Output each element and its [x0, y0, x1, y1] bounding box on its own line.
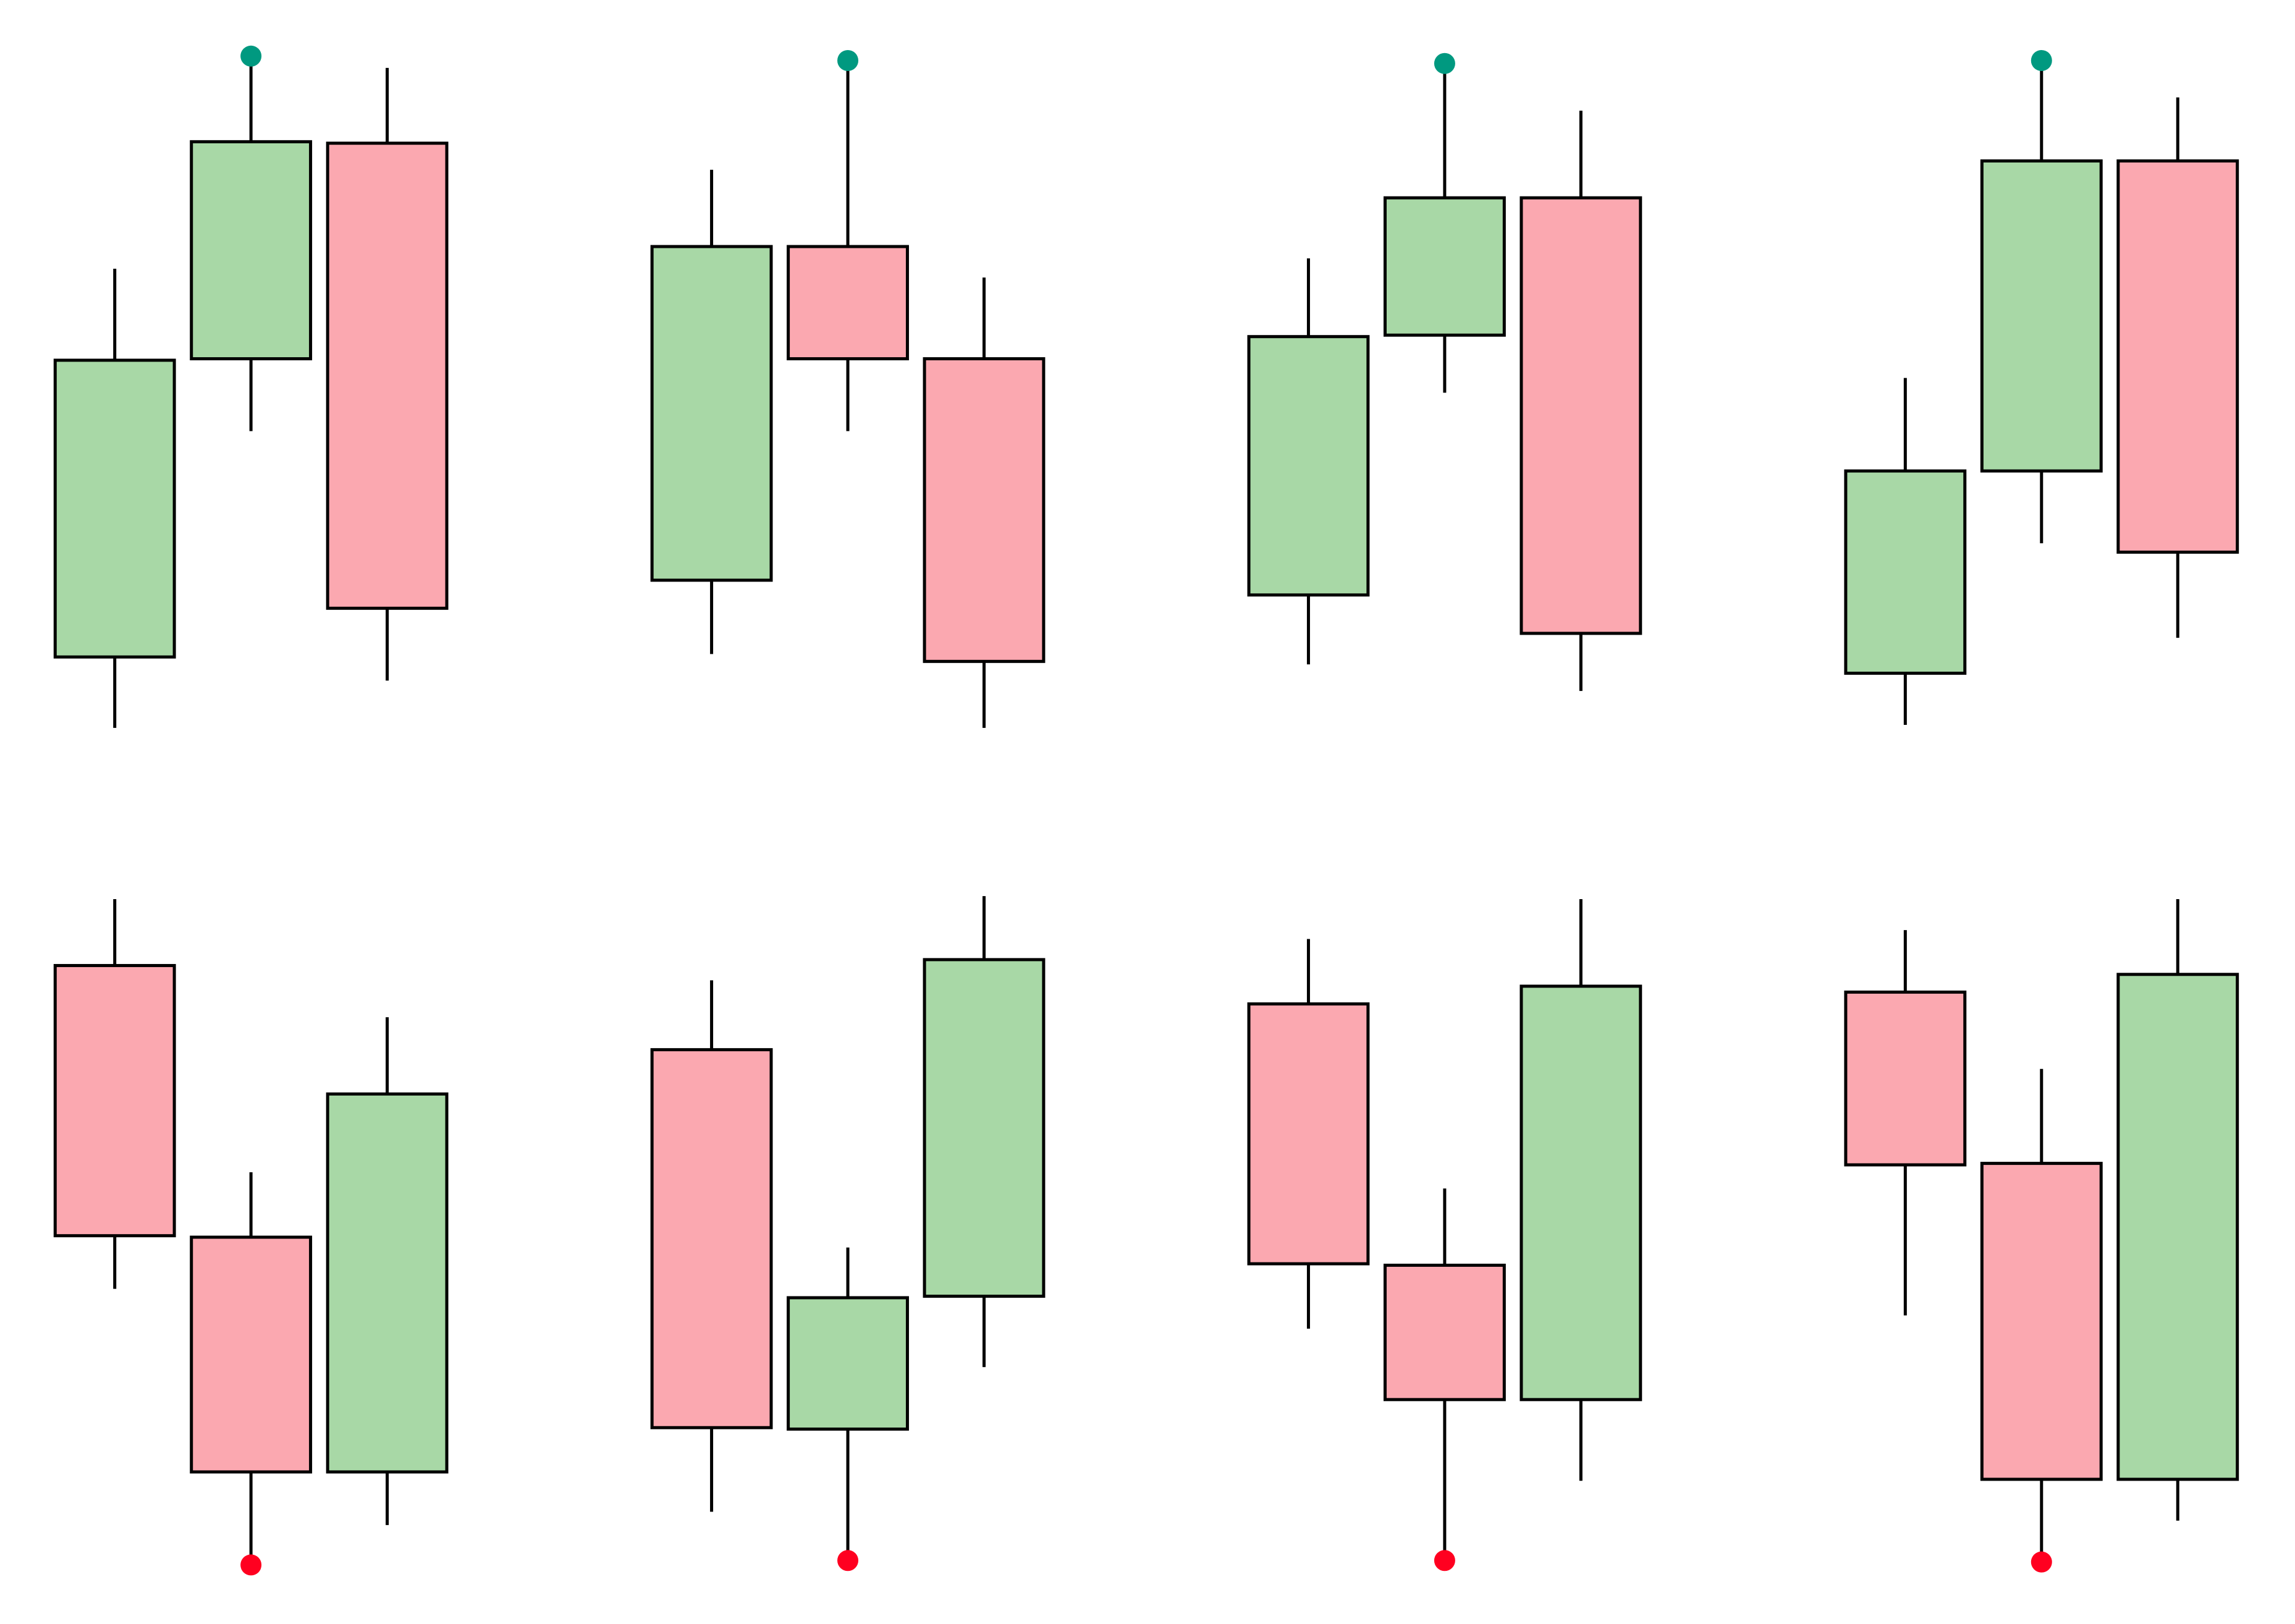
candle-body: [53, 963, 176, 1238]
fractal-marker: [2031, 1551, 2052, 1573]
fractal-marker: [240, 45, 262, 67]
candle-body: [1519, 196, 1642, 635]
fractal-marker: [837, 49, 859, 71]
candle-body: [190, 140, 313, 361]
candle-body: [2116, 973, 2239, 1481]
fractal-marker: [837, 1550, 859, 1571]
fractal-marker: [240, 1554, 262, 1576]
candle-body: [1980, 1162, 2103, 1481]
candle-body: [923, 958, 1046, 1298]
candle-body: [1383, 196, 1506, 337]
fractal-marker: [2031, 49, 2052, 71]
candle-body: [1844, 990, 1967, 1167]
candle-body: [1980, 159, 2103, 473]
candle-body: [787, 245, 909, 361]
candle-body: [1519, 984, 1642, 1402]
candle-body: [326, 1092, 449, 1474]
fractal-marker: [1434, 1550, 1455, 1571]
candle-body: [2116, 159, 2239, 554]
candle-body: [1247, 1002, 1370, 1266]
candle-body: [787, 1296, 909, 1431]
candle-body: [650, 245, 773, 582]
candle-body: [53, 358, 176, 659]
candle-body: [923, 357, 1046, 663]
candle-body: [1844, 469, 1967, 675]
candle-body: [1247, 335, 1370, 597]
fractal-marker: [1434, 53, 1455, 74]
candle-body: [650, 1048, 773, 1429]
candle-body: [1383, 1263, 1506, 1402]
candle-body: [326, 142, 449, 610]
candle-body: [190, 1235, 313, 1474]
